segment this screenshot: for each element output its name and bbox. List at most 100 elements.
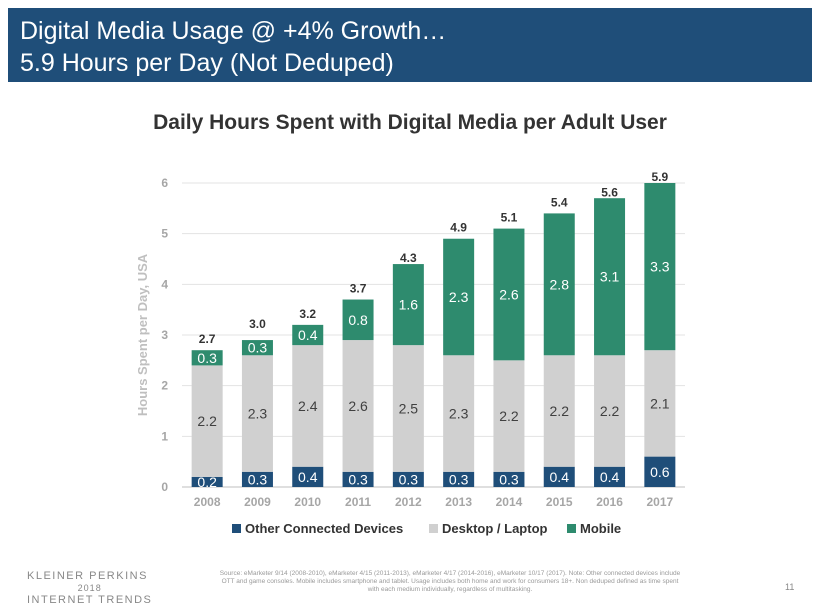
y-axis-label: Hours Spent per Day, USA: [135, 253, 150, 416]
total-label: 5.9: [652, 170, 669, 184]
total-label: 5.6: [601, 185, 618, 199]
x-tick-label: 2009: [244, 495, 271, 509]
bar-segment: [241, 340, 273, 356]
x-tick-label: 2008: [194, 495, 221, 509]
total-label: 4.3: [400, 251, 417, 265]
bar-segment: [392, 264, 424, 346]
bar-segment: [543, 213, 575, 356]
x-tick-label: 2017: [646, 495, 673, 509]
x-tick-label: 2014: [496, 495, 523, 509]
legend-label: Other Connected Devices: [245, 521, 403, 536]
bar-segment: [493, 360, 525, 472]
bar-segment: [443, 471, 475, 487]
y-tick-label: 4: [161, 277, 168, 291]
data-label: 0.8: [348, 312, 368, 328]
data-label: 0.3: [248, 471, 268, 487]
y-tick-label: 2: [161, 379, 168, 393]
y-tick-label: 6: [161, 176, 168, 190]
data-label: 3.3: [650, 259, 670, 275]
legend-swatch: [567, 524, 576, 533]
legend-label: Mobile: [580, 521, 621, 536]
data-label: 2.5: [399, 400, 419, 416]
bar-segment: [241, 471, 273, 487]
data-label: 0.3: [449, 471, 469, 487]
bar-segment: [191, 365, 223, 477]
bar-segment: [292, 324, 324, 346]
data-label: 2.3: [248, 406, 268, 422]
logo-year: 2018: [77, 583, 102, 593]
data-label: 0.3: [499, 471, 519, 487]
bar-segment: [594, 198, 626, 356]
data-label: 0.4: [298, 469, 318, 485]
bar-segment: [392, 471, 424, 487]
data-label: 0.3: [197, 350, 217, 366]
bar-segment: [342, 340, 374, 472]
slide-title-line1: Digital Media Usage @ +4% Growth…: [20, 17, 447, 45]
bar-segment: [644, 456, 676, 487]
total-label: 2.7: [199, 332, 216, 346]
data-label: 2.3: [449, 406, 469, 422]
chart-title: Daily Hours Spent with Digital Media per…: [153, 111, 667, 134]
kpcb-logo: KLEINER PERKINS 2018 INTERNET TRENDS: [27, 570, 152, 606]
data-label: 2.1: [650, 395, 670, 411]
total-label: 3.2: [299, 307, 316, 321]
bar-segment: [292, 466, 324, 487]
data-label: 0.3: [348, 471, 368, 487]
bar-segment: [493, 228, 525, 361]
bar-segment: [644, 350, 676, 457]
data-label: 1.6: [399, 297, 419, 313]
data-label: 0.3: [248, 340, 268, 356]
data-label: 2.2: [197, 413, 217, 429]
total-label: 5.4: [551, 195, 568, 209]
data-label: 3.1: [600, 269, 620, 285]
total-label: 5.1: [501, 211, 518, 225]
total-label: 4.9: [450, 221, 467, 235]
data-label: 2.2: [550, 403, 570, 419]
y-tick-label: 5: [161, 227, 168, 241]
x-tick-label: 2010: [294, 495, 321, 509]
x-tick-label: 2015: [546, 495, 573, 509]
data-label: 0.4: [600, 469, 620, 485]
bar-segment: [191, 350, 223, 366]
bar-segment: [191, 476, 223, 487]
bar-segment: [443, 355, 475, 472]
source-note: Source: eMarketer 9/14 (2008-2010), eMar…: [219, 570, 681, 593]
bar-segment: [342, 299, 374, 341]
data-label: 2.3: [449, 289, 469, 305]
data-label: 2.6: [499, 286, 519, 302]
bar-segment: [594, 355, 626, 467]
data-label: 0.4: [550, 469, 570, 485]
logo-line3: INTERNET TRENDS: [27, 594, 153, 606]
data-label: 2.2: [600, 403, 620, 419]
bar-segment: [342, 471, 374, 487]
data-label: 2.8: [550, 276, 570, 292]
bar-segment: [392, 345, 424, 472]
bar-segment: [292, 345, 324, 467]
data-label: 2.2: [499, 408, 519, 424]
bar-segment: [594, 466, 626, 487]
bar-segment: [644, 183, 676, 351]
bar-segment: [543, 355, 575, 467]
logo-line1: KLEINER PERKINS: [27, 570, 148, 582]
y-tick-label: 1: [161, 429, 168, 443]
slide-title-line2: 5.9 Hours per Day (Not Deduped): [20, 49, 394, 77]
x-tick-label: 2016: [596, 495, 623, 509]
title-banner: Digital Media Usage @ +4% Growth… 5.9 Ho…: [8, 8, 812, 82]
legend-swatch: [429, 524, 438, 533]
total-label: 3.0: [249, 317, 266, 331]
data-label: 2.4: [298, 398, 318, 414]
total-label: 3.7: [350, 282, 367, 296]
bar-segment: [543, 466, 575, 487]
y-tick-label: 0: [161, 480, 168, 494]
bar-segment: [443, 238, 475, 356]
bar-segment: [241, 355, 273, 472]
data-label: 0.2: [197, 474, 217, 490]
data-label: 0.6: [650, 464, 670, 480]
x-tick-label: 2013: [445, 495, 472, 509]
legend-swatch: [232, 524, 241, 533]
page-number: 11: [785, 582, 795, 592]
data-label: 0.4: [298, 327, 318, 343]
data-label: 2.6: [348, 398, 368, 414]
data-label: 0.3: [399, 471, 419, 487]
